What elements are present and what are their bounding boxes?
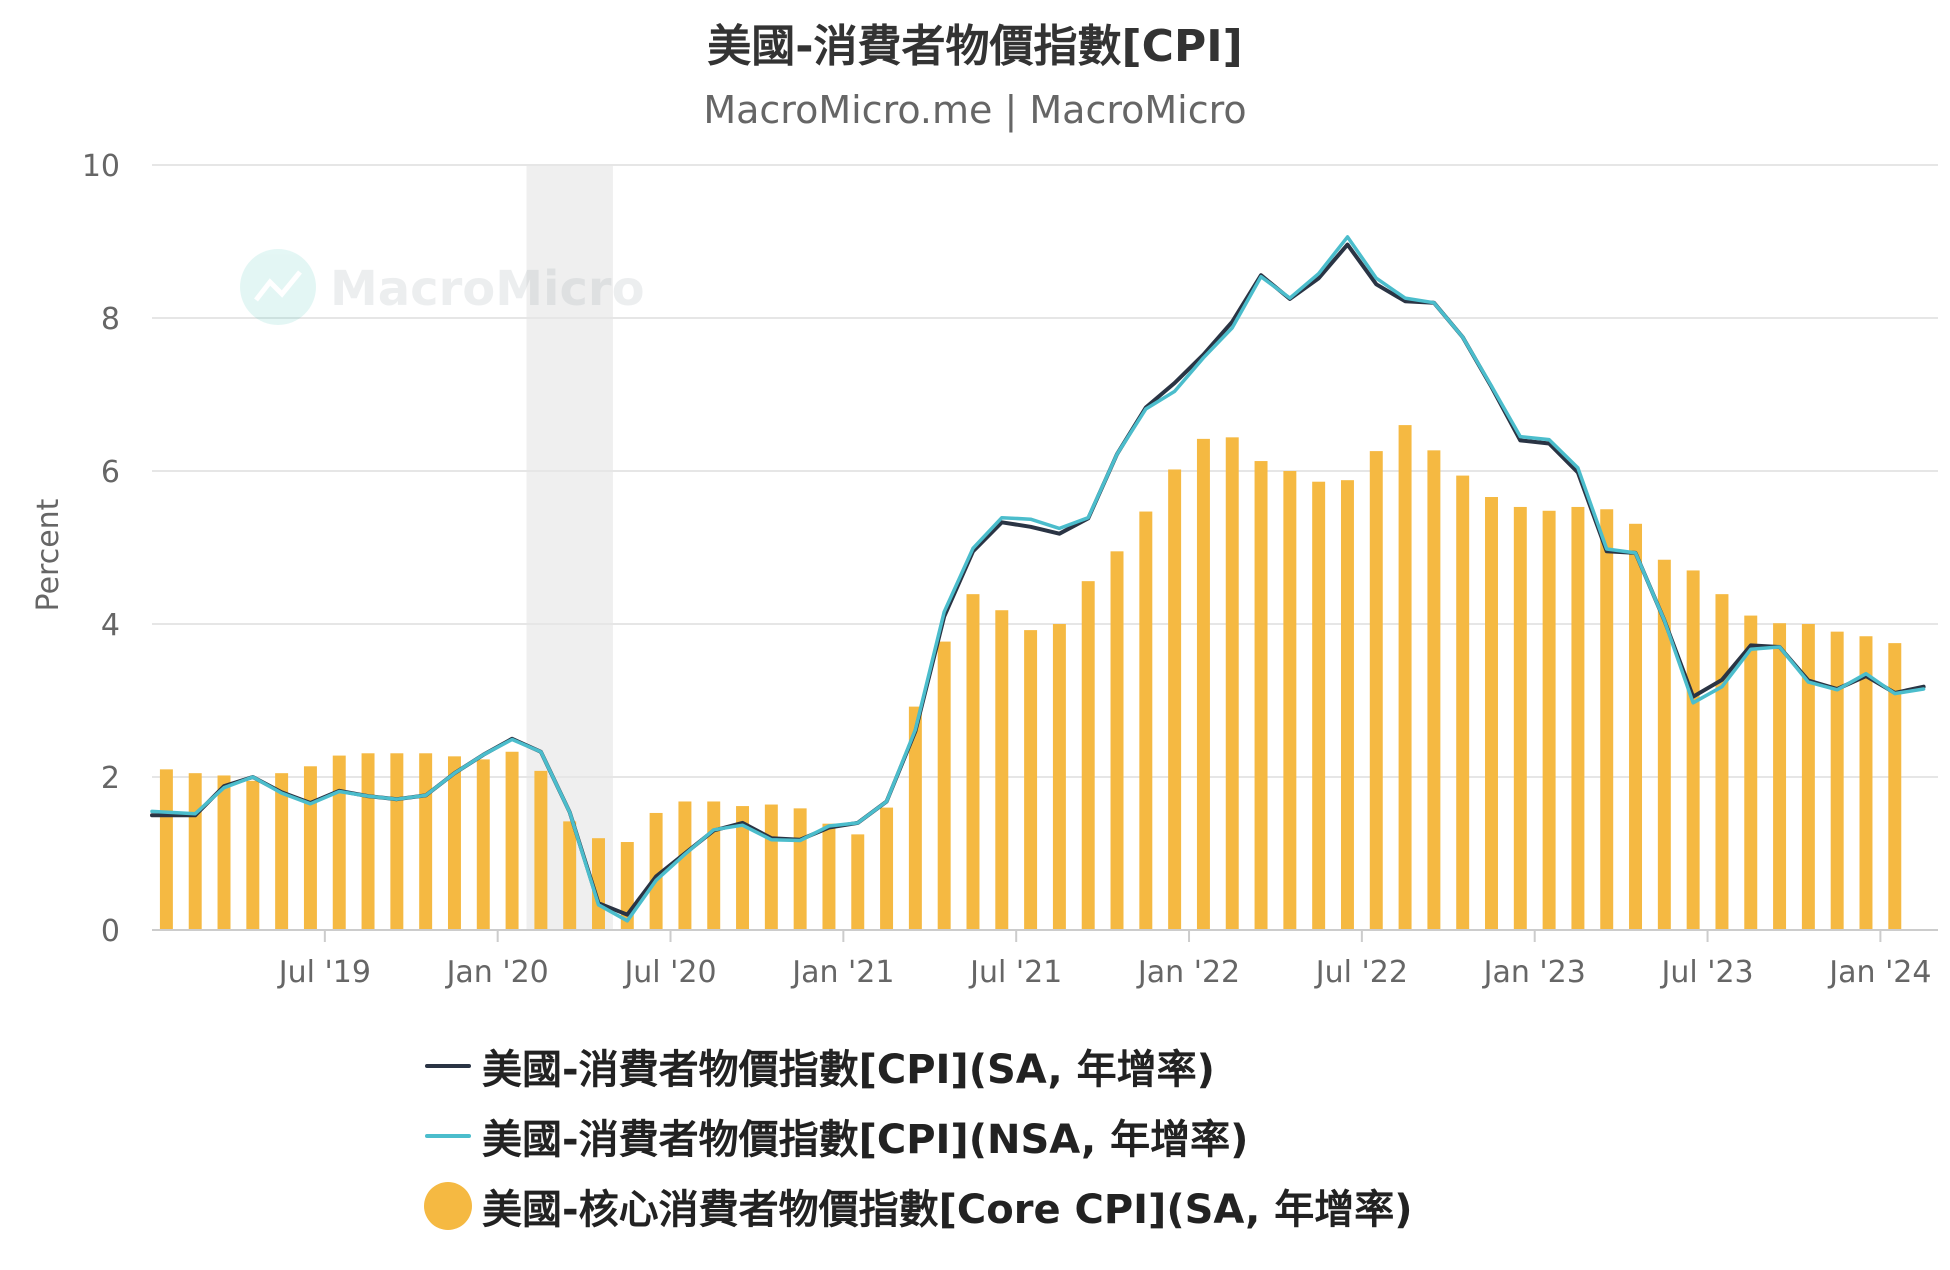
core-cpi-bar — [793, 808, 807, 930]
legend-line-icon — [425, 1134, 471, 1138]
y-tick-label: 2 — [101, 761, 120, 796]
core-cpi-bar — [1485, 497, 1498, 930]
core-cpi-bar — [246, 780, 260, 930]
core-cpi-bar — [1369, 451, 1383, 930]
cpi-nsa-line — [150, 235, 1926, 923]
core-cpi-bar — [1801, 624, 1815, 930]
x-tick-label: Jul '21 — [968, 955, 1062, 990]
core-cpi-bar — [188, 773, 202, 930]
x-tick-label: Jan '21 — [790, 955, 894, 990]
legend-label: 美國-消費者物價指數[CPI](SA, 年增率) — [482, 1047, 1215, 1093]
core-cpi-bar — [937, 641, 951, 930]
legend-item-cpi-sa[interactable]: 美國-消費者物價指數[CPI](SA, 年增率) — [422, 1032, 1413, 1100]
core-cpi-bar — [880, 807, 894, 930]
core-cpi-bar — [332, 755, 346, 930]
core-cpi-bar — [361, 753, 375, 930]
core-cpi-bar — [217, 775, 231, 930]
core-cpi-bar — [1542, 510, 1556, 930]
core-cpi-bar — [476, 759, 490, 930]
core-cpi-bar — [534, 770, 548, 930]
x-tick-label: Jul '23 — [1659, 955, 1753, 990]
core-cpi-bar — [1398, 425, 1412, 930]
y-tick-label: 8 — [101, 302, 120, 337]
core-cpi-bar — [764, 804, 778, 930]
core-cpi-bar — [1139, 511, 1153, 930]
core-cpi-bar — [1110, 551, 1124, 930]
core-cpi-bar — [649, 812, 663, 930]
core-cpi-bar — [1773, 623, 1787, 930]
y-axis-title: Percent — [31, 498, 66, 611]
legend: 美國-消費者物價指數[CPI](SA, 年增率) 美國-消費者物價指數[CPI]… — [422, 1032, 1413, 1242]
core-cpi-bar — [1168, 469, 1182, 930]
core-cpi-bar — [707, 801, 721, 930]
core-cpi-bar — [1571, 506, 1585, 930]
core-cpi-bar — [1744, 615, 1758, 930]
core-cpi-bar — [1657, 559, 1671, 930]
y-tick-label: 6 — [101, 455, 120, 490]
core-cpi-bar — [1225, 437, 1239, 930]
core-cpi-bar — [1081, 581, 1095, 930]
x-tick-label: Jan '23 — [1482, 955, 1586, 990]
watermark-logo-icon — [240, 249, 316, 325]
legend-dot-icon — [424, 1182, 472, 1230]
watermark: MacroMicro — [240, 249, 645, 325]
x-tick-label: Jan '22 — [1136, 955, 1240, 990]
y-axis-ticks: 0 2 4 6 8 10 — [82, 149, 120, 949]
core-cpi-bar — [303, 766, 317, 930]
core-cpi-bar — [736, 806, 750, 930]
core-cpi-bar — [1629, 523, 1643, 930]
watermark-text: MacroMicro — [330, 261, 645, 317]
core-cpi-bar — [447, 756, 461, 930]
core-cpi-bar — [1340, 480, 1354, 930]
core-cpi-bar — [1427, 450, 1441, 930]
core-cpi-bar — [1859, 636, 1873, 930]
y-tick-label: 0 — [101, 914, 120, 949]
core-cpi-bar — [563, 821, 577, 930]
chart-subtitle: MacroMicro.me | MacroMicro — [703, 88, 1247, 132]
legend-label: 美國-消費者物價指數[CPI](NSA, 年增率) — [482, 1117, 1249, 1163]
core-cpi-bar — [995, 610, 1009, 930]
core-cpi-bar — [678, 801, 692, 930]
core-cpi-bar — [275, 773, 289, 930]
core-cpi-bar — [1254, 461, 1268, 930]
core-cpi-bar — [1830, 631, 1844, 930]
core-cpi-bar — [908, 706, 922, 930]
core-cpi-bar — [1283, 471, 1297, 930]
y-tick-label: 4 — [101, 608, 120, 643]
x-tick-label: Jan '20 — [445, 955, 549, 990]
x-tick-label: Jul '20 — [622, 955, 716, 990]
legend-item-cpi-nsa[interactable]: 美國-消費者物價指數[CPI](NSA, 年增率) — [422, 1102, 1413, 1170]
core-cpi-bar — [419, 753, 433, 930]
x-tick-label: Jan '24 — [1827, 955, 1931, 990]
x-tick-label: Jul '22 — [1314, 955, 1408, 990]
core-cpi-bar — [1196, 438, 1210, 930]
x-tick-label: Jul '19 — [277, 955, 371, 990]
core-cpi-bar — [1600, 509, 1614, 930]
core-cpi-bar — [390, 753, 404, 930]
core-cpi-bar — [1052, 624, 1066, 930]
core-cpi-bar — [1456, 475, 1470, 930]
core-cpi-bar — [966, 594, 980, 930]
core-cpi-bar — [1513, 506, 1527, 930]
core-cpi-bar — [851, 834, 865, 930]
core-cpi-bar — [1715, 594, 1729, 930]
core-cpi-bars — [159, 425, 1902, 930]
core-cpi-bar — [1312, 481, 1326, 930]
core-cpi-bar — [1024, 630, 1038, 930]
core-cpi-bar — [505, 751, 519, 930]
cpi-lines — [150, 235, 1926, 923]
legend-item-core-cpi[interactable]: 美國-核心消費者物價指數[Core CPI](SA, 年增率) — [422, 1172, 1413, 1240]
chart-title: 美國-消費者物價指數[CPI] — [707, 21, 1243, 72]
y-tick-label: 10 — [82, 149, 120, 184]
legend-label: 美國-核心消費者物價指數[Core CPI](SA, 年增率) — [482, 1187, 1413, 1233]
x-axis: Jul '19 Jan '20 Jul '20 Jan '21 Jul '21 Jan '… — [152, 929, 1938, 990]
legend-line-icon — [425, 1064, 471, 1068]
core-cpi-bar — [1686, 570, 1700, 930]
core-cpi-bar — [1888, 643, 1902, 930]
watermark-chart-icon — [254, 270, 302, 302]
core-cpi-bar — [159, 769, 173, 930]
core-cpi-bar — [822, 823, 836, 930]
